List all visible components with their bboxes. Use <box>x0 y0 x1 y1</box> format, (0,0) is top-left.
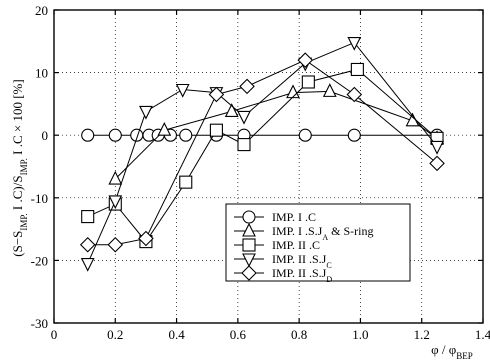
legend-marker <box>242 238 256 252</box>
legend-marker <box>242 253 256 268</box>
legend-item: IMP. II .S.JD <box>234 265 332 284</box>
data-point <box>81 128 95 142</box>
data-point <box>239 78 255 95</box>
legend-marker <box>242 222 256 237</box>
data-point <box>80 257 95 272</box>
x-tick-label: 0.4 <box>168 327 185 342</box>
data-point <box>81 210 95 224</box>
data-point <box>322 83 337 97</box>
data-point <box>139 105 153 120</box>
legend-label: IMP. I .S.JA & S-ring <box>272 224 373 242</box>
grid-lines <box>54 10 483 323</box>
x-axis-label: φ / φBEP <box>431 342 473 361</box>
data-point <box>108 170 123 185</box>
y-tick-label: 20 <box>35 3 48 18</box>
legend-label: IMP. I .C <box>272 210 316 224</box>
data-point <box>108 195 123 210</box>
y-tick-label: -10 <box>31 191 48 206</box>
y-tick-label: -20 <box>31 253 48 268</box>
legend-label: IMP. II .S.JD <box>272 266 332 284</box>
data-point <box>346 86 363 103</box>
y-tick-label: 0 <box>42 128 49 143</box>
series-layer <box>79 37 445 272</box>
y-axis-label: (S−SIMP. I .C)/SIMP. I .C × 100 [%] <box>10 79 29 256</box>
data-point <box>350 62 364 77</box>
data-point <box>286 84 300 99</box>
series-5 <box>79 52 445 253</box>
legend-label: IMP. II .C <box>272 238 320 252</box>
data-point <box>179 128 193 142</box>
data-point <box>157 121 172 136</box>
legend-item: IMP. II .C <box>234 238 320 252</box>
x-tick-label: 1.0 <box>352 327 368 342</box>
data-point <box>224 103 239 117</box>
plot-frame <box>53 9 484 324</box>
data-point <box>298 128 312 142</box>
data-point <box>301 75 315 89</box>
y-tick-label: 10 <box>35 66 48 81</box>
y-tick-label: -30 <box>31 316 48 331</box>
data-point <box>179 175 193 189</box>
data-point <box>297 52 314 68</box>
legend-item: IMP. I .C <box>234 210 316 224</box>
legend-item: IMP. II .S.JC <box>234 252 332 270</box>
legend-label: IMP. II .S.JC <box>272 252 332 270</box>
data-point <box>79 236 96 253</box>
data-point <box>208 86 225 103</box>
legend-marker <box>241 265 257 281</box>
data-point <box>430 140 444 155</box>
data-point <box>347 37 362 51</box>
axis-ticks: 0 0.2 0.4 0.6 0.8 1.0 1.2 1.4 -30 -20 -10 0 10 20 <box>31 3 490 342</box>
data-point <box>347 128 361 142</box>
data-point <box>237 110 251 125</box>
data-point <box>107 236 124 253</box>
x-tick-label: 1.2 <box>414 327 430 342</box>
data-point <box>237 138 251 152</box>
data-point <box>138 230 154 247</box>
x-tick-label: 0.6 <box>230 327 247 342</box>
x-tick-label: 0.8 <box>291 327 307 342</box>
legend-item: IMP. I .S.JA & S-ring <box>234 222 373 242</box>
legend-marker <box>242 210 256 224</box>
data-point <box>175 83 190 98</box>
data-point <box>108 128 122 142</box>
x-tick-label: 1.4 <box>475 327 490 342</box>
data-point <box>209 123 223 137</box>
x-tick-label: 0 <box>51 327 58 342</box>
series-2 <box>108 83 444 185</box>
x-tick-label: 0.2 <box>107 327 123 342</box>
data-point <box>429 155 445 172</box>
